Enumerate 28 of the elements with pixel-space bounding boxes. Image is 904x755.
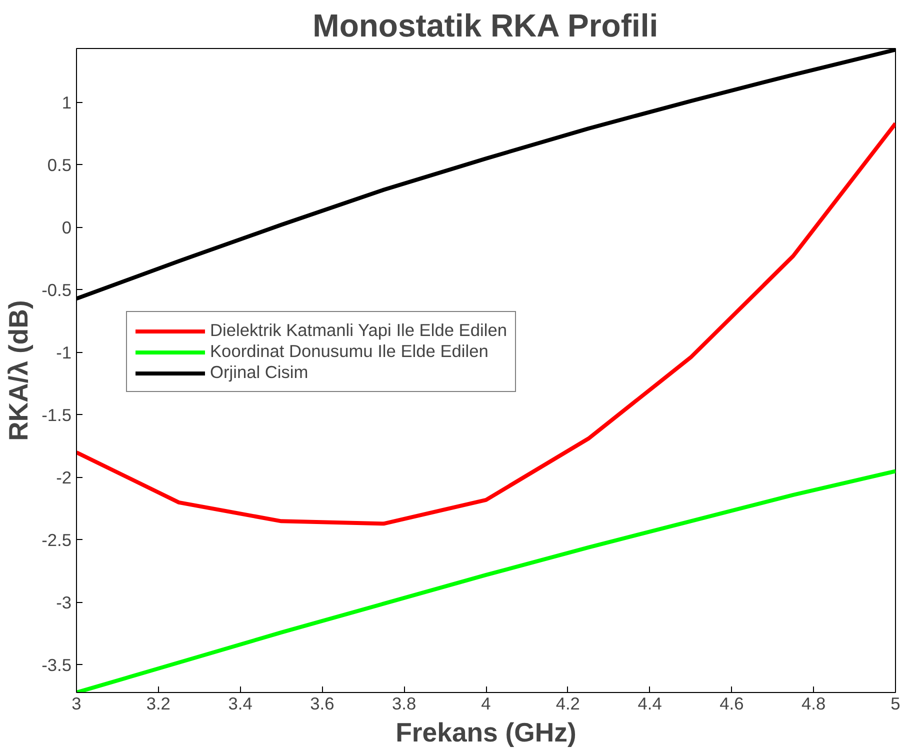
x-tick-label: 3.4 [228,694,253,714]
legend-label: Dielektrik Katmanli Yapi Ile Elde Edilen [210,320,507,341]
line-series [76,122,896,526]
y-tick-label: 0.5 [47,154,72,175]
y-tick-label: -0.5 [42,280,72,300]
x-tick-label: 4 [481,694,492,714]
x-tick-label: 3.8 [392,694,416,714]
x-tick-label: 3 [72,694,82,714]
y-tick-label: -2 [56,467,72,488]
x-tick-label: 4.8 [802,694,826,714]
y-tick-label: -3 [56,592,72,612]
y-tick-label: 0 [62,217,72,238]
x-tick-label: 5 [890,694,900,714]
chart-title: Monostatik RKA Profili [312,8,658,44]
x-tick-label: 3.2 [146,694,170,714]
y-tick-label: 1 [62,92,72,112]
x-tick-label: 4.6 [720,694,744,714]
y-tick-label: -3.5 [42,654,72,675]
x-tick-label: 4.2 [556,694,580,714]
y-tick-label: -1.5 [42,404,72,425]
legend-label: Orjinal Cisim [210,362,308,383]
y-tick-label: -2.5 [42,530,72,550]
legend-label: Koordinat Donusumu Ile Elde Edilen [210,341,488,362]
x-tick-label: 4.4 [638,694,662,714]
y-tick-label: -1 [56,342,72,362]
x-tick-label: 3.6 [310,694,334,714]
x-axis-title: Frekans (GHz) [396,718,576,748]
y-axis-title: RKA/λ (dB) [4,300,34,441]
